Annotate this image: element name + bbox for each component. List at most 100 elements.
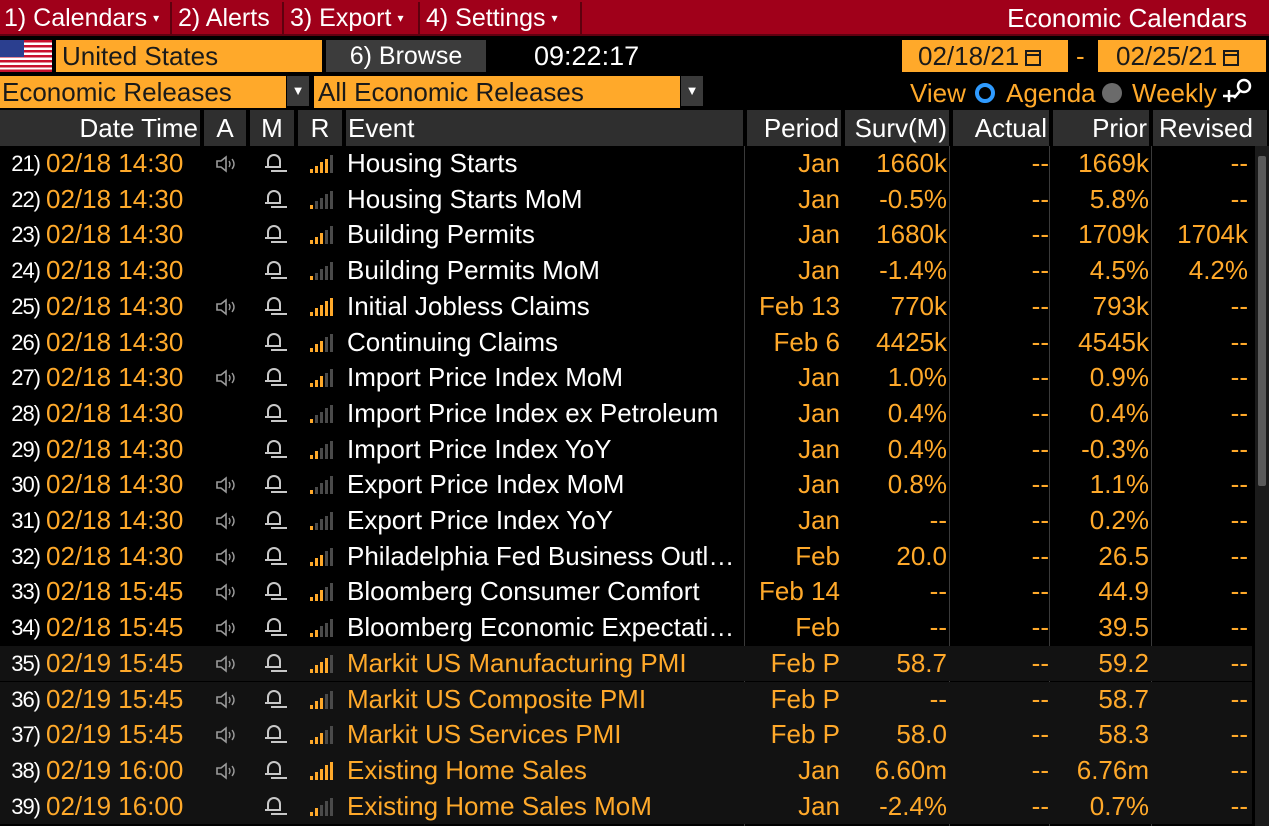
row-number[interactable]: 34): [11, 615, 41, 641]
table-row[interactable]: 25) 02/18 14:30 Initial Jobless Claims Feb …: [0, 289, 1252, 325]
row-audio[interactable]: [204, 646, 248, 682]
bell-icon[interactable]: [265, 545, 281, 565]
row-audio[interactable]: [204, 467, 248, 503]
chevron-down-icon[interactable]: ▼: [287, 76, 309, 106]
row-alert[interactable]: [250, 467, 296, 503]
row-alert[interactable]: [250, 253, 296, 289]
table-row[interactable]: 28) 02/18 14:30 Import Price Index ex Petr…: [0, 396, 1252, 432]
header-period[interactable]: Period: [747, 110, 843, 146]
row-number[interactable]: 23): [11, 222, 41, 248]
table-row[interactable]: 32) 02/18 14:30 Philadelphia Fed Business …: [0, 539, 1252, 575]
row-alert[interactable]: [250, 610, 296, 646]
row-event[interactable]: Import Price Index YoY: [347, 433, 612, 464]
row-event[interactable]: Housing Starts MoM: [347, 183, 583, 214]
row-event[interactable]: Existing Home Sales MoM: [347, 790, 652, 821]
table-row[interactable]: 31) 02/18 14:30 Export Price Index YoY Jan -…: [0, 503, 1252, 539]
speaker-icon[interactable]: [215, 369, 237, 387]
bell-icon[interactable]: [265, 438, 281, 458]
table-row[interactable]: 23) 02/18 14:30 Building Permits Jan 1680k --…: [0, 217, 1252, 253]
end-date-field[interactable]: 02/25/21: [1098, 40, 1266, 72]
row-audio[interactable]: [204, 146, 248, 182]
bell-icon[interactable]: [265, 152, 281, 172]
row-alert[interactable]: [250, 539, 296, 575]
row-number[interactable]: 22): [11, 186, 41, 212]
row-alert[interactable]: [250, 396, 296, 432]
table-row[interactable]: 26) 02/18 14:30 Continuing Claims Feb 6 4425…: [0, 325, 1252, 361]
category-select[interactable]: Economic Releases: [0, 76, 286, 108]
row-alert[interactable]: [250, 503, 296, 539]
header-revised[interactable]: Revised: [1153, 110, 1269, 146]
radio-agenda[interactable]: [975, 83, 995, 103]
speaker-icon[interactable]: [215, 690, 237, 709]
bell-icon[interactable]: [265, 402, 281, 422]
row-audio[interactable]: [204, 432, 248, 468]
bell-icon[interactable]: [265, 331, 281, 351]
menu-export[interactable]: 3) Export ▾: [286, 2, 420, 34]
scrollbar[interactable]: [1255, 146, 1269, 826]
table-row[interactable]: 30) 02/18 14:30 Export Price Index MoM Jan 0…: [0, 467, 1252, 503]
table-row[interactable]: 24) 02/18 14:30 Building Permits MoM Jan -1.…: [0, 253, 1252, 289]
table-row[interactable]: 38) 02/19 16:00 Existing Home Sales Jan 6.60…: [0, 752, 1252, 789]
row-alert[interactable]: [250, 182, 296, 218]
row-number[interactable]: 27): [11, 365, 41, 391]
speaker-icon[interactable]: [215, 583, 237, 602]
row-alert[interactable]: [250, 753, 296, 789]
row-alert[interactable]: [250, 682, 296, 718]
row-event[interactable]: Existing Home Sales: [347, 754, 587, 785]
table-row[interactable]: 27) 02/18 14:30 Import Price Index MoM Jan 1…: [0, 360, 1252, 396]
row-audio[interactable]: [204, 289, 248, 325]
row-number[interactable]: 33): [11, 579, 41, 605]
row-event[interactable]: Building Permits: [347, 219, 535, 250]
row-number[interactable]: 25): [11, 293, 41, 319]
row-alert[interactable]: [250, 325, 296, 361]
row-alert[interactable]: [250, 360, 296, 396]
start-date-field[interactable]: 02/18/21: [902, 40, 1068, 72]
table-row[interactable]: 22) 02/18 14:30 Housing Starts MoM Jan -0.5%…: [0, 182, 1252, 218]
row-number[interactable]: 28): [11, 400, 41, 426]
table-row[interactable]: 21) 02/18 14:30 Housing Starts Jan 1660k -- 16…: [0, 146, 1252, 182]
chevron-down-icon[interactable]: ▼: [681, 76, 703, 106]
bell-icon[interactable]: [265, 366, 281, 386]
view-weekly-label[interactable]: Weekly: [1132, 78, 1217, 108]
table-row[interactable]: 33) 02/18 15:45 Bloomberg Consumer Comfort…: [0, 574, 1252, 610]
row-event[interactable]: Philadelphia Fed Business Outlook: [347, 540, 744, 571]
row-alert[interactable]: [250, 146, 296, 182]
row-alert[interactable]: [250, 289, 296, 325]
subcategory-select[interactable]: All Economic Releases: [314, 76, 680, 108]
header-relevance[interactable]: R: [298, 110, 344, 146]
row-number[interactable]: 35): [11, 650, 41, 676]
row-audio[interactable]: [204, 610, 248, 646]
row-audio[interactable]: [204, 396, 248, 432]
row-number[interactable]: 26): [11, 329, 41, 355]
row-alert[interactable]: [250, 646, 296, 682]
bell-icon[interactable]: [265, 259, 281, 279]
bell-icon[interactable]: [265, 473, 281, 493]
bell-icon[interactable]: [265, 723, 281, 743]
menu-calendars[interactable]: 1) Calendars ▾: [0, 2, 172, 34]
speaker-icon[interactable]: [215, 512, 237, 530]
bell-icon[interactable]: [265, 652, 281, 672]
row-audio[interactable]: [204, 789, 248, 825]
header-event[interactable]: Event: [346, 110, 745, 146]
row-number[interactable]: 37): [11, 722, 41, 748]
row-event[interactable]: Import Price Index MoM: [347, 362, 623, 393]
row-audio[interactable]: [204, 539, 248, 575]
row-event[interactable]: Building Permits MoM: [347, 255, 600, 286]
speaker-icon[interactable]: [215, 619, 237, 637]
bell-icon[interactable]: [265, 688, 281, 708]
row-event[interactable]: Markit US Services PMI: [347, 719, 622, 750]
table-row[interactable]: 37) 02/19 15:45 Markit US Services PMI Feb …: [0, 717, 1252, 753]
table-row[interactable]: 39) 02/19 16:00 Existing Home Sales MoM Jan…: [0, 788, 1252, 825]
bell-icon[interactable]: [265, 759, 281, 779]
row-alert[interactable]: [250, 717, 296, 753]
row-event[interactable]: Markit US Manufacturing PMI: [347, 647, 687, 678]
bell-icon[interactable]: [265, 295, 281, 315]
calendar-icon[interactable]: [1223, 50, 1240, 66]
row-number[interactable]: 38): [11, 757, 41, 783]
bell-icon[interactable]: [265, 616, 281, 636]
row-audio[interactable]: [204, 360, 248, 396]
row-event[interactable]: Export Price Index MoM: [347, 469, 625, 500]
table-row[interactable]: 34) 02/18 15:45 Bloomberg Economic Expecta…: [0, 610, 1252, 646]
calendar-icon[interactable]: [1025, 50, 1042, 66]
speaker-icon[interactable]: [215, 655, 237, 673]
